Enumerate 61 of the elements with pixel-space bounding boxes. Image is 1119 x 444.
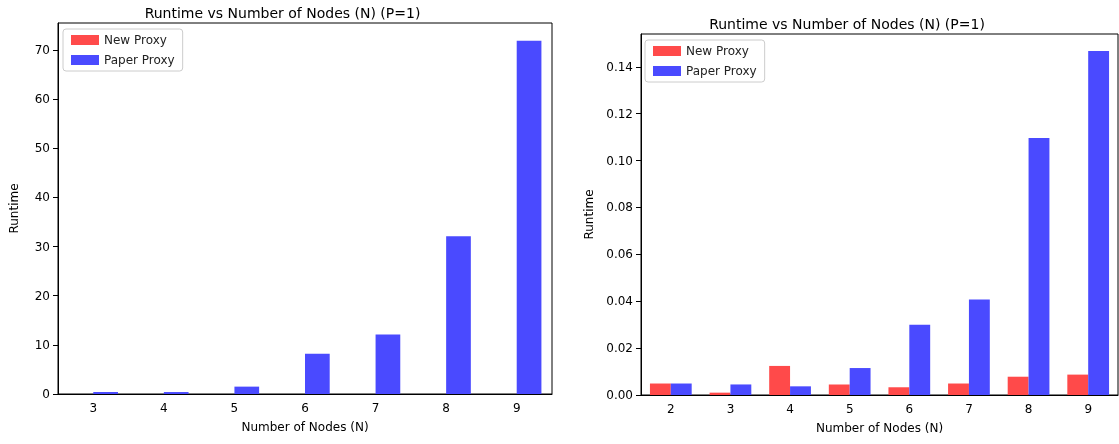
bar [828,384,850,395]
bar [1088,51,1110,395]
y-tick-label: 0 [42,387,50,401]
bar [446,236,471,394]
y-tick-label: 40 [34,190,50,205]
x-axis-title: Number of Nodes (N) [815,421,944,435]
y-tick-label: 70 [34,43,50,58]
bar [1007,376,1029,395]
bar [305,353,330,394]
x-tick-label: 5 [845,402,854,416]
bar [948,383,969,395]
y-tick-label: 0.10 [606,153,633,168]
y-tick-label: 50 [34,141,50,156]
y-tick-label: 0.02 [606,341,633,356]
x-tick-label: 2 [666,402,675,416]
legend-label: New Proxy [686,44,749,58]
x-tick-label: 3 [726,402,735,416]
legend-label: New Proxy [104,33,167,47]
y-axis-title: Runtime [7,183,21,234]
bar [730,384,752,395]
bar [670,383,692,395]
x-tick-label: 9 [1084,402,1093,416]
y-tick-label: 0.00 [606,388,633,402]
y-tick-label: 10 [34,337,50,352]
bar [909,324,931,395]
bar [649,383,671,395]
bar [849,368,871,395]
bar [1028,138,1050,395]
y-tick-label: 20 [34,288,50,303]
bar [375,334,401,394]
legend-label: Paper Proxy [686,64,757,78]
y-tick-label: 0.06 [606,247,633,262]
y-tick-label: 60 [34,92,50,107]
x-tick-label: 6 [905,402,914,416]
bar [769,365,791,395]
x-tick-label: 7 [371,401,380,415]
bar [888,387,910,395]
x-tick-label: 5 [230,401,239,415]
y-tick-label: 0.04 [606,294,633,309]
y-axis-title: Runtime [582,189,596,240]
x-tick-label: 4 [786,402,794,416]
x-tick-label: 9 [512,401,521,415]
x-axis-title: Number of Nodes (N) [241,420,369,434]
bar [516,40,542,394]
x-tick-label: 8 [1024,402,1033,416]
y-tick-label: 0.08 [606,200,633,215]
bar [234,386,260,394]
bar [1067,374,1089,395]
x-tick-label: 8 [442,401,450,415]
x-tick-label: 7 [965,402,973,416]
y-tick-label: 30 [34,239,50,254]
legend-label: Paper Proxy [104,53,175,67]
x-tick-label: 3 [89,401,98,415]
y-tick-label: 0.12 [606,106,633,121]
chart-title: Runtime vs Number of Nodes (N) (P=1) [144,5,421,21]
y-tick-label: 0.14 [606,59,633,74]
x-tick-label: 6 [301,401,309,415]
bar [790,386,811,395]
x-tick-label: 4 [160,401,168,415]
bar [968,299,990,395]
chart-title: Runtime vs Number of Nodes (N) (P=1) [709,16,985,32]
